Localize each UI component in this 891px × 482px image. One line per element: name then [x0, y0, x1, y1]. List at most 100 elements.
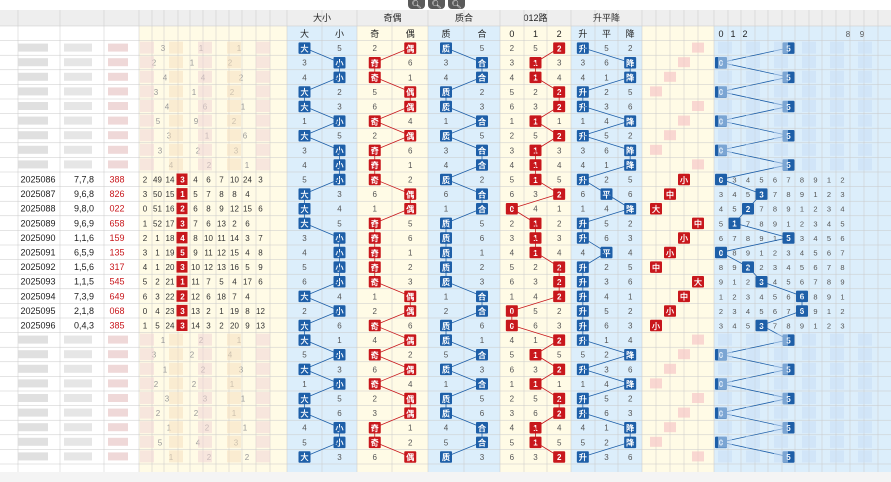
faded-test — [64, 452, 92, 461]
blur-block — [169, 450, 183, 463]
blur-block — [198, 333, 212, 346]
blur-block — [858, 377, 872, 390]
indicator-miss: 3 — [533, 103, 538, 112]
indicator-road-label: 1 — [533, 439, 538, 448]
miss-count: 4 — [245, 190, 250, 199]
indicator-miss: 3 — [628, 409, 633, 418]
indicator-miss: 6 — [373, 453, 378, 462]
hit-cell — [176, 231, 188, 244]
shape-cell-label: 中 — [694, 219, 702, 229]
indicator-miss: 4 — [302, 161, 307, 170]
indicator-miss: 5 — [337, 219, 342, 228]
indicator-miss: 6 — [533, 322, 538, 331]
period-number: 2025095 — [20, 306, 55, 316]
faded-period — [18, 437, 48, 446]
indicator-prime_composite-label: 合 — [477, 306, 487, 316]
blur-block — [830, 85, 844, 98]
indicator-miss: 6 — [480, 234, 485, 243]
blur-block — [256, 377, 270, 390]
indicator-miss: 5 — [302, 438, 307, 447]
indicator-miss: 1 — [302, 380, 307, 389]
blur-block — [198, 143, 212, 156]
faded-draw — [108, 116, 128, 125]
test-number: 9,6,8 — [74, 189, 94, 199]
faded-test — [64, 423, 92, 432]
indicator-miss: 3 — [444, 146, 449, 155]
group-bg-odd_even — [357, 10, 428, 472]
miss-count: 7 — [232, 292, 237, 301]
miss-count: 1 — [155, 263, 160, 272]
dist-miss: 2 — [840, 307, 844, 316]
dist-miss: 8 — [813, 292, 817, 301]
dist-miss: 9 — [813, 307, 817, 316]
blur-block — [227, 333, 241, 346]
indicator-miss: 3 — [533, 190, 538, 199]
trend-line-trend — [582, 135, 631, 151]
indicator-big_small-label: 小 — [335, 248, 344, 258]
blur-block — [830, 348, 844, 361]
magnifier-plus-icon[interactable]: 🔍︎ — [448, 0, 465, 9]
indicator-miss: 1 — [408, 161, 413, 170]
dist-miss: 1 — [827, 307, 831, 316]
indicator-miss: 5 — [581, 438, 586, 447]
miss-count: 8 — [258, 249, 263, 258]
indicator-prime_composite-label: 质 — [442, 175, 450, 185]
blur-block — [256, 41, 270, 54]
miss-count: 0 — [143, 307, 148, 316]
miss-count: 7 — [206, 278, 211, 287]
blur-block — [256, 435, 270, 448]
faded-draw — [108, 350, 128, 359]
magnifier-minus-icon[interactable]: 🔍︎ — [408, 0, 425, 9]
dist-miss: 8 — [840, 263, 844, 272]
dist-miss: 9 — [746, 249, 750, 258]
sub-header-trend-2: 降 — [626, 28, 635, 39]
miss-count: 52 — [153, 219, 162, 228]
indicator-miss: 6 — [510, 278, 515, 287]
blur-block — [169, 435, 183, 448]
blur-block — [198, 114, 212, 127]
shape-cell — [678, 173, 690, 186]
indicator-trend-label: 降 — [626, 73, 635, 83]
miss-count: 11 — [191, 278, 200, 287]
blur-block — [858, 85, 872, 98]
indicator-miss: 2 — [408, 263, 413, 272]
indicator-big_small-label: 小 — [335, 233, 344, 243]
miss-count: 15 — [243, 205, 252, 214]
indicator-prime_composite-label: 合 — [477, 379, 487, 389]
dist-miss: 8 — [800, 176, 804, 185]
indicator-trend-label: 升 — [579, 408, 587, 418]
trend-line-trend — [582, 354, 631, 370]
blur-block — [858, 348, 872, 361]
blur-block — [718, 421, 732, 434]
dist-miss: 6 — [840, 234, 844, 243]
blur-block — [169, 114, 183, 127]
indicator-trend-label: 降 — [626, 160, 635, 170]
indicator-big_small-label: 大 — [301, 292, 309, 302]
indicator-miss: 6 — [628, 103, 633, 112]
dist-miss: 9 — [786, 205, 790, 214]
blur-block — [140, 450, 154, 463]
dist-miss: 2 — [840, 176, 844, 185]
blur-block — [227, 377, 241, 390]
hit-digit: 2 — [180, 205, 185, 214]
test-number: 2,1,8 — [74, 306, 94, 316]
faded-number: 2 — [190, 351, 195, 360]
magnifier-icon[interactable]: 🔍︎ — [428, 0, 445, 9]
trend-chart-grid: 大小大 小奇偶奇 偶质合质 合012路0 1 2升平降升平降 0 1 2 8 92025086 7,7… — [0, 10, 891, 472]
blur-block — [746, 158, 760, 171]
bottom-scroll-area[interactable] — [0, 472, 891, 482]
faded-number: 3 — [239, 365, 244, 374]
indicator-road-label: 1 — [533, 351, 538, 360]
indicator-trend-label: 升 — [579, 335, 587, 345]
dist-cell-label: 1 — [732, 220, 737, 229]
hit-digit: 3 — [180, 263, 185, 272]
blur-block — [227, 158, 241, 171]
faded-number: 3 — [154, 88, 159, 97]
indicator-prime_composite-label: 质 — [442, 335, 450, 345]
indicator-miss: 2 — [557, 307, 562, 316]
blur-block — [227, 100, 241, 112]
header-bg — [0, 10, 891, 26]
indicator-miss: 1 — [557, 205, 562, 214]
indicator-road-label: 2 — [557, 103, 562, 112]
faded-period — [18, 335, 48, 344]
